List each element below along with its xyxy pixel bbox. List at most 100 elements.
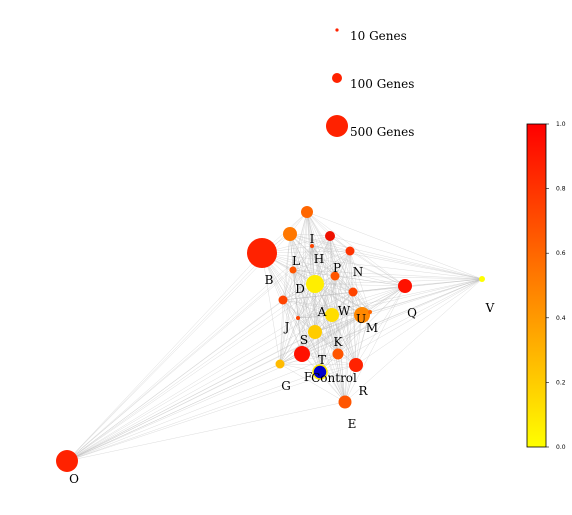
edge: [66, 311, 371, 462]
node-p: [330, 271, 340, 281]
edge: [306, 211, 316, 333]
node-label-u: U: [356, 312, 366, 326]
edge: [289, 233, 346, 403]
edge: [344, 311, 371, 403]
edge: [66, 401, 346, 462]
edge: [301, 353, 357, 366]
edge: [282, 299, 333, 316]
colorbar-ticks: 0.0 0.2 0.4 0.6 0.8 1.0: [546, 121, 566, 451]
edge: [282, 269, 294, 301]
edge: [289, 233, 351, 252]
legend-label-10: 10 Genes: [350, 29, 407, 43]
edge: [282, 278, 483, 301]
edge: [297, 250, 351, 319]
edge: [329, 235, 406, 287]
node-label-f: F: [304, 370, 312, 384]
edge: [289, 233, 321, 373]
edge: [289, 233, 354, 293]
edge: [66, 353, 339, 462]
node-j: [296, 316, 300, 320]
node-label-k: K: [334, 335, 344, 349]
edge: [261, 252, 316, 333]
edge: [292, 211, 308, 271]
edge: [279, 245, 313, 365]
colorbar-tick-label: 0.0: [556, 444, 566, 451]
node-label-m: M: [366, 321, 378, 335]
edge: [261, 252, 406, 287]
edge: [311, 245, 357, 366]
edge: [337, 278, 483, 355]
edge: [369, 278, 483, 313]
edge: [282, 299, 371, 313]
node-k: [332, 348, 344, 360]
edge: [66, 269, 294, 462]
edge: [289, 233, 339, 355]
edge: [352, 291, 357, 366]
node-q: [398, 279, 412, 293]
node-r: [349, 358, 363, 372]
edge: [66, 291, 354, 462]
colorbar-tick-label: 0.2: [556, 379, 566, 386]
node-label-s: S: [300, 333, 308, 347]
node-label-l: L: [292, 254, 300, 268]
node-s: [308, 325, 322, 339]
node-l: [289, 266, 297, 274]
edge: [289, 233, 303, 355]
edge: [66, 364, 357, 462]
edge: [66, 233, 291, 462]
legend-marker-100: [332, 73, 342, 83]
edge: [311, 245, 346, 403]
edge: [329, 235, 357, 366]
edge: [279, 299, 284, 365]
network-nodes: [56, 206, 485, 472]
edge: [297, 275, 336, 319]
edge: [355, 278, 483, 366]
edge: [334, 275, 346, 403]
edge: [292, 269, 483, 280]
edge: [306, 211, 363, 316]
node-label-g: G: [281, 379, 291, 393]
edge: [282, 299, 346, 403]
edge: [306, 211, 316, 285]
colorbar: 0.0 0.2 0.4 0.6 0.8 1.0: [526, 121, 566, 451]
node-label-w: W: [338, 304, 351, 318]
edge: [66, 331, 316, 462]
edge: [329, 235, 371, 313]
edge: [331, 250, 351, 316]
edge: [355, 285, 406, 366]
edge: [66, 371, 321, 462]
edge: [289, 233, 483, 280]
edge: [355, 314, 363, 366]
edge: [66, 363, 281, 462]
edge: [349, 250, 357, 366]
edge: [289, 233, 357, 366]
node-o: [56, 450, 78, 472]
edge: [349, 250, 406, 287]
edge: [301, 291, 354, 355]
edge: [314, 331, 346, 403]
edge: [282, 299, 363, 316]
colorbar-tick-label: 1.0: [556, 121, 566, 128]
node-i: [325, 231, 335, 241]
node-d: [306, 275, 324, 293]
node-w: [348, 287, 358, 297]
edge: [297, 245, 313, 319]
edge: [289, 233, 316, 333]
edge: [66, 252, 263, 462]
edge: [66, 299, 284, 462]
edge: [289, 233, 371, 313]
edge: [349, 250, 371, 313]
edge: [66, 314, 333, 462]
edge: [306, 211, 371, 313]
node-label-j: J: [283, 320, 290, 334]
edge: [314, 278, 483, 285]
edge: [66, 317, 299, 462]
node-control: [312, 364, 328, 380]
node-label-a: A: [317, 305, 327, 319]
edge: [319, 278, 483, 373]
node-label-p: P: [333, 261, 341, 275]
legend-label-500: 500 Genes: [350, 125, 414, 139]
node-label-h: H: [314, 252, 324, 266]
node-label-v: V: [485, 301, 495, 315]
